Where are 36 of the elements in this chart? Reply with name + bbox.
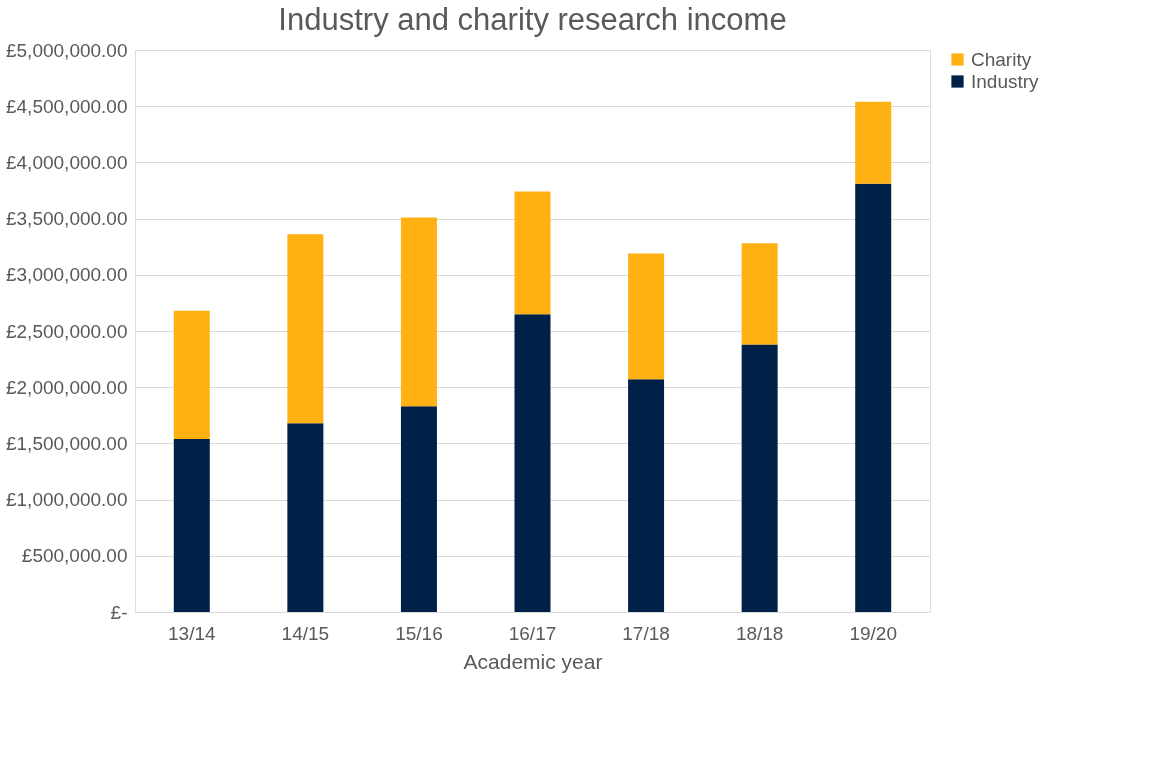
y-tick-label: £5,000,000.00 xyxy=(5,39,128,61)
bar xyxy=(855,183,892,612)
x-tick-label: 13/14 xyxy=(168,622,216,644)
x-axis-title: Academic year xyxy=(463,649,603,673)
bar xyxy=(287,423,324,612)
bar xyxy=(514,191,551,315)
y-tick-label: £1,000,000.00 xyxy=(5,489,128,511)
bar xyxy=(287,234,324,424)
x-tick-label: 19/20 xyxy=(849,622,897,644)
legend-label: Charity xyxy=(971,48,1032,70)
bar xyxy=(514,314,551,612)
bar xyxy=(628,379,665,612)
y-tick-label: £2,000,000.00 xyxy=(5,376,128,398)
y-tick-label: £4,000,000.00 xyxy=(5,151,128,173)
bar xyxy=(173,438,210,612)
y-tick-label: £2,500,000.00 xyxy=(5,320,128,342)
y-tick-label: £3,500,000.00 xyxy=(5,208,128,230)
x-tick-label: 15/16 xyxy=(395,622,443,644)
bar xyxy=(741,243,778,345)
bar xyxy=(173,310,210,439)
x-tick-label: 17/18 xyxy=(622,622,670,644)
legend-label: Industry xyxy=(971,70,1040,92)
x-tick-label: 14/15 xyxy=(281,622,330,644)
y-tick-label: £3,000,000.00 xyxy=(5,264,128,286)
bar xyxy=(741,344,778,612)
bar xyxy=(400,406,437,612)
y-tick-label: £1,500,000.00 xyxy=(5,432,128,454)
bar xyxy=(400,217,437,407)
y-tick-label: £4,500,000.00 xyxy=(5,95,128,117)
x-tick-label: 18/18 xyxy=(735,622,784,644)
y-tick-label: £- xyxy=(110,601,128,623)
chart-title: Industry and charity research income xyxy=(278,2,787,37)
bar xyxy=(628,253,665,380)
bar xyxy=(855,101,892,184)
x-tick-label: 16/17 xyxy=(508,622,557,644)
y-tick-label: £500,000.00 xyxy=(21,545,128,567)
